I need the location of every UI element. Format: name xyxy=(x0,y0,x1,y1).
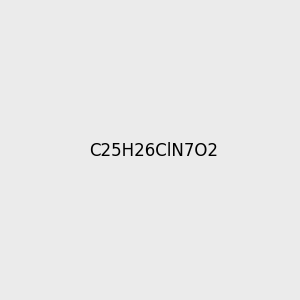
Text: C25H26ClN7O2: C25H26ClN7O2 xyxy=(89,142,218,160)
